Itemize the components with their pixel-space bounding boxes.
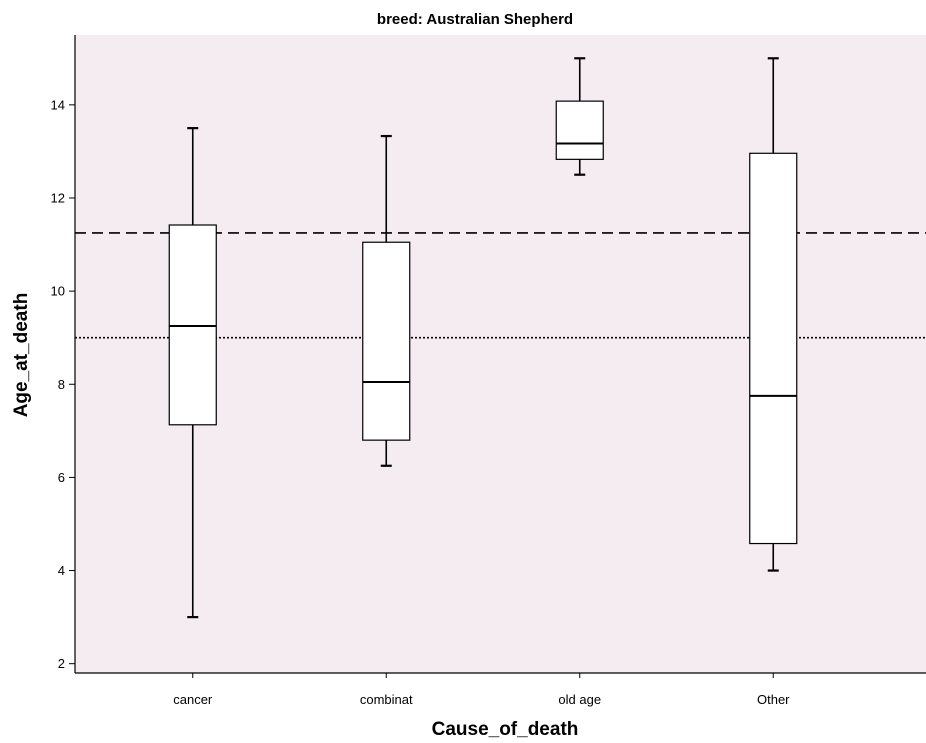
box-iqr: [362, 241, 411, 441]
box-combinat: [362, 134, 411, 467]
x-tick-label: cancer: [173, 692, 213, 707]
y-tick-label: 8: [58, 377, 65, 392]
chart-title: breed: Australian Shepherd: [377, 11, 573, 28]
x-axis-ticks: cancer combinat old age Other: [173, 673, 790, 707]
y-tick-label: 12: [51, 190, 65, 205]
y-tick-label: 2: [58, 656, 65, 671]
boxplot-series: [168, 57, 798, 619]
box-iqr: [749, 152, 798, 545]
x-axis-title: Cause_of_death: [432, 719, 579, 740]
x-tick-label: old age: [558, 692, 601, 707]
y-tick-label: 6: [58, 470, 65, 485]
y-tick-label: 10: [51, 284, 65, 299]
y-tick-label: 14: [51, 97, 65, 112]
box-old-age: [555, 57, 604, 176]
y-axis-ticks: 2 4 6 8 10 12 14: [51, 97, 75, 671]
box-cancer: [168, 127, 217, 619]
x-tick-label: Other: [757, 692, 790, 707]
box-iqr: [555, 100, 604, 160]
x-tick-label: combinat: [360, 692, 413, 707]
axes: [74, 35, 926, 674]
box-Other: [749, 57, 798, 572]
y-tick-label: 4: [58, 563, 65, 578]
y-axis-title: Age_at_death: [11, 293, 32, 418]
box-iqr: [168, 224, 217, 426]
